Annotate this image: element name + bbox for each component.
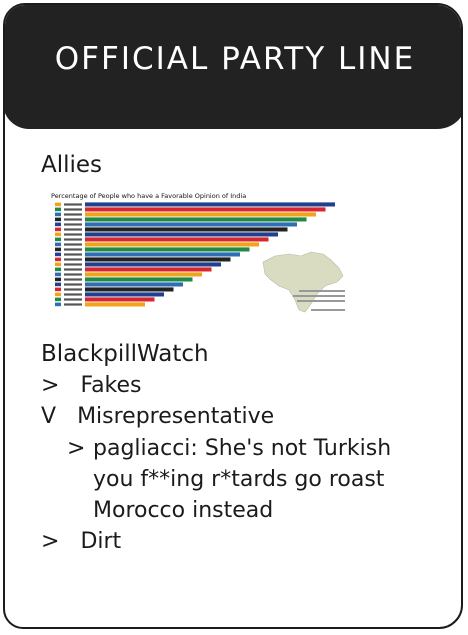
country-label-mark — [64, 298, 82, 300]
chart-bar — [85, 287, 174, 291]
blackpill-heading: BlackpillWatch — [41, 341, 209, 367]
country-label-mark — [64, 233, 82, 235]
country-label-mark — [64, 268, 82, 270]
country-label-mark — [64, 213, 82, 215]
quote-line-2: you f**ing r*tards go roast — [93, 467, 384, 492]
country-label-mark — [64, 208, 82, 210]
country-label-mark — [64, 248, 82, 250]
tree-subitem-pagliacci[interactable]: > — [67, 436, 85, 461]
flag-icon — [55, 228, 61, 232]
flag-icon — [55, 218, 61, 222]
country-label-mark — [64, 283, 82, 285]
chart-bar — [85, 257, 231, 261]
flag-icon — [55, 288, 61, 292]
country-label-mark — [64, 218, 82, 220]
chart-bar — [85, 207, 326, 211]
quote-line-1: pagliacci: She's not Turkish — [93, 436, 391, 461]
flag-icon — [55, 263, 61, 267]
country-label-mark — [64, 243, 82, 245]
quote-line-3: Morocco instead — [93, 498, 273, 523]
flag-icon — [55, 283, 61, 287]
country-label-mark — [64, 303, 82, 305]
india-favorability-chart: Percentage of People who have a Favorabl… — [49, 190, 349, 317]
flag-icon — [55, 223, 61, 227]
chart-bar — [85, 212, 316, 216]
tree-item-misrepresentative[interactable]: V Misrepresentative — [41, 404, 274, 429]
collapse-chevron-icon: V — [41, 404, 56, 429]
card: OFFICIAL PARTY LINE Allies Percentage of… — [3, 3, 463, 629]
flag-icon — [55, 268, 61, 272]
country-label-mark — [64, 293, 82, 295]
flag-icon — [55, 253, 61, 257]
country-label-mark — [64, 223, 82, 225]
tree-item-label: Fakes — [80, 373, 141, 398]
tree-item-fakes[interactable]: > Fakes — [41, 373, 142, 398]
flag-icon — [55, 203, 61, 207]
chart-bar — [85, 227, 288, 231]
chart-bar — [85, 302, 145, 306]
country-label-mark — [64, 203, 82, 205]
flag-icon — [55, 303, 61, 307]
flag-icon — [55, 238, 61, 242]
chart-bar — [85, 217, 307, 221]
flag-icon — [55, 278, 61, 282]
country-label-mark — [64, 253, 82, 255]
country-label-mark — [64, 263, 82, 265]
chart-bar — [85, 272, 202, 276]
country-label-mark — [64, 238, 82, 240]
chart-bar — [85, 237, 269, 241]
flag-icon — [55, 298, 61, 302]
chart-bar — [85, 232, 278, 236]
chart-bar — [85, 247, 250, 251]
tree-item-label: Dirt — [80, 529, 121, 554]
india-map-icon — [263, 252, 343, 312]
chart-bar — [85, 202, 335, 206]
flag-icon — [55, 208, 61, 212]
header-banner: OFFICIAL PARTY LINE — [3, 3, 463, 129]
country-label-mark — [64, 288, 82, 290]
chart-bar — [85, 262, 221, 266]
chart-bar — [85, 222, 297, 226]
flag-icon — [55, 293, 61, 297]
expand-chevron-icon: > — [67, 436, 85, 461]
flag-icon — [55, 213, 61, 217]
country-label-mark — [64, 273, 82, 275]
tree-item-dirt[interactable]: > Dirt — [41, 529, 121, 554]
chart-bar — [85, 282, 183, 286]
tree-item-label: Misrepresentative — [77, 404, 274, 429]
flag-icon — [55, 258, 61, 262]
india-map-shape — [263, 252, 343, 312]
country-label-mark — [64, 278, 82, 280]
chart-bar — [85, 252, 240, 256]
chart-bar — [85, 292, 164, 296]
flag-icon — [55, 233, 61, 237]
chart-title: Percentage of People who have a Favorabl… — [51, 192, 246, 200]
flag-icon — [55, 273, 61, 277]
chart-svg: Percentage of People who have a Favorabl… — [49, 190, 349, 317]
country-label-mark — [64, 228, 82, 230]
flag-icon — [55, 248, 61, 252]
expand-chevron-icon: > — [41, 373, 59, 398]
country-label-mark — [64, 258, 82, 260]
chart-bar — [85, 267, 212, 271]
chart-bar — [85, 297, 155, 301]
chart-bar — [85, 242, 259, 246]
page-title: OFFICIAL PARTY LINE — [3, 41, 463, 77]
allies-heading: Allies — [41, 152, 102, 178]
flag-icon — [55, 243, 61, 247]
expand-chevron-icon: > — [41, 529, 59, 554]
chart-bar — [85, 277, 193, 281]
